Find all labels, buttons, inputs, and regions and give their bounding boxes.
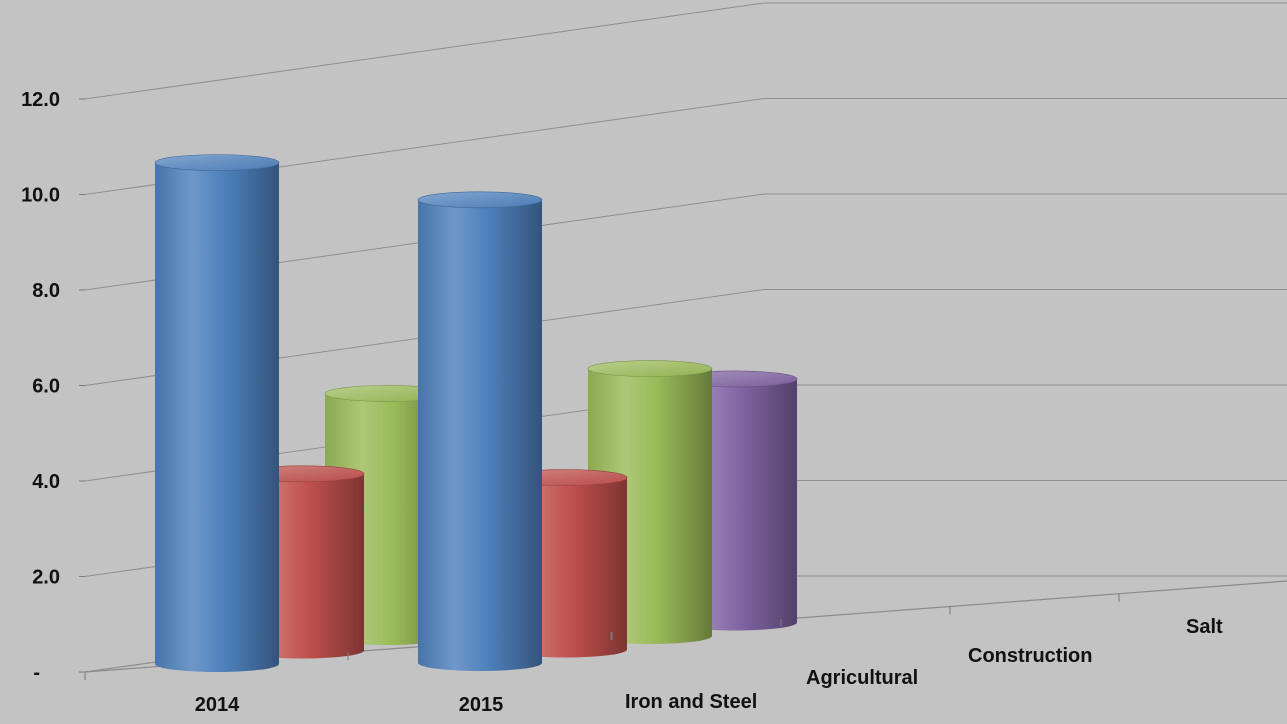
cylinder-body	[155, 162, 279, 672]
cylinder-top	[587, 360, 713, 377]
cylinder-iron-and-steel-2014	[154, 154, 280, 672]
y-tick-label: 10.0	[21, 185, 60, 207]
series-label-agricultural: Agricultural	[806, 667, 918, 689]
x-category-label: 2014	[195, 694, 240, 716]
series-label-construction: Construction	[968, 645, 1092, 667]
x-category-label: 2015	[459, 694, 504, 716]
y-tick-label: 8.0	[32, 280, 60, 302]
cylinder-iron-and-steel-2015	[417, 191, 543, 671]
cylinder-top	[154, 154, 280, 171]
gridline-left-6	[84, 2, 765, 100]
series-label-iron-and-steel: Iron and Steel	[625, 691, 757, 713]
series-label-salt: Salt	[1186, 616, 1223, 638]
cylinder-body	[418, 199, 542, 671]
axis-labels: - 2.0 4.0 6.0 8.0 10.0 12.0 2014 2015 Iron and St…	[21, 89, 1223, 716]
cylinder-top	[417, 191, 543, 209]
y-tick-label: -	[33, 662, 40, 684]
cylinders	[154, 154, 798, 672]
y-tick-label: 2.0	[32, 567, 60, 589]
y-tick-label: 4.0	[32, 471, 60, 493]
y-tick-label: 12.0	[21, 89, 60, 111]
axes	[79, 98, 1120, 680]
y-tick-label: 6.0	[32, 376, 60, 398]
